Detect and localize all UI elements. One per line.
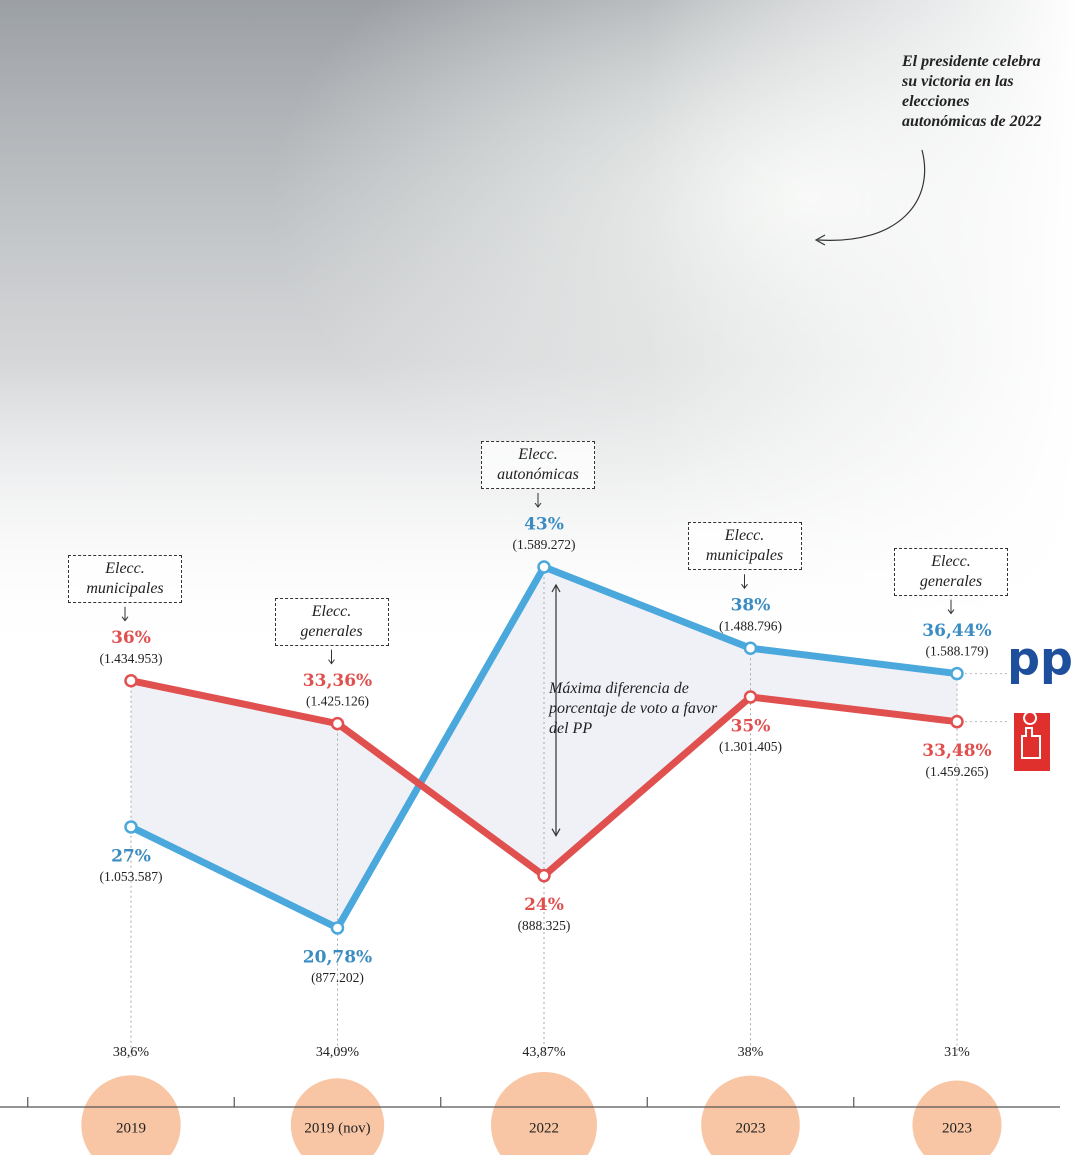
participation-circle xyxy=(912,1080,1001,1155)
value-label: 20,78% xyxy=(303,948,372,968)
photo-caption: El presidente celebra su victoria en las… xyxy=(902,52,1052,132)
election-label: Elecc. municipales xyxy=(68,555,182,603)
participation-label: 31% xyxy=(944,1045,970,1060)
data-point xyxy=(745,643,756,654)
vote-label: (1.588.179) xyxy=(926,644,989,659)
data-point xyxy=(539,562,550,573)
value-label: 36,44% xyxy=(922,621,991,641)
data-point xyxy=(952,716,963,727)
participation-label: 43,87% xyxy=(522,1045,566,1060)
participation-circle xyxy=(81,1075,180,1155)
election-label: Elecc. generales xyxy=(275,598,389,646)
value-label: 43% xyxy=(524,515,564,535)
vote-label: (1.425.126) xyxy=(306,694,369,709)
participation-circle xyxy=(701,1076,800,1155)
x-tick-label: 2019 (nov) xyxy=(304,1120,370,1136)
data-point xyxy=(126,821,137,832)
data-point xyxy=(952,668,963,679)
vote-label: (888.325) xyxy=(518,918,571,933)
vote-label: (1.301.405) xyxy=(719,739,782,754)
election-label: Elecc. municipales xyxy=(688,522,802,570)
vote-label: (877.202) xyxy=(311,970,364,985)
x-tick-label: 2023 xyxy=(942,1120,972,1136)
participation-label: 38,6% xyxy=(113,1045,150,1060)
data-point xyxy=(126,675,137,686)
participation-circle xyxy=(491,1072,597,1155)
election-label: Elecc. autonómicas xyxy=(481,441,595,489)
value-label: 24% xyxy=(524,895,564,915)
participation-circle xyxy=(291,1078,384,1155)
data-point xyxy=(332,718,343,729)
logos: pp xyxy=(1007,632,1073,772)
psoe-logo xyxy=(1014,713,1050,771)
vote-label: (1.488.796) xyxy=(719,618,782,633)
value-label: 35% xyxy=(731,716,771,736)
value-label: 27% xyxy=(111,846,151,866)
x-tick-label: 2023 xyxy=(736,1120,766,1136)
vote-label: (1.589.272) xyxy=(513,537,576,552)
vote-label: (1.434.953) xyxy=(100,651,163,666)
data-point xyxy=(539,870,550,881)
pp-logo: pp xyxy=(1007,632,1073,686)
infographic: pp 36% (1.434.953) 27% (1.053.587) 33,36% (1.… xyxy=(0,0,1078,1155)
data-point xyxy=(332,923,343,934)
election-label: Elecc. generales xyxy=(894,548,1008,596)
value-label: 36% xyxy=(111,628,151,648)
vote-label: (1.053.587) xyxy=(100,869,163,884)
value-label: 38% xyxy=(731,596,771,616)
x-tick-label: 2022 xyxy=(529,1120,559,1136)
max-difference-note: Máxima diferencia de porcentaje de voto … xyxy=(549,679,719,739)
value-label: 33,48% xyxy=(922,741,991,761)
participation-label: 34,09% xyxy=(316,1045,360,1060)
x-tick-label: 2019 xyxy=(116,1120,146,1136)
value-label: 33,36% xyxy=(303,671,372,691)
participation-label: 38% xyxy=(738,1045,764,1060)
vote-label: (1.459.265) xyxy=(926,764,989,779)
data-point xyxy=(745,691,756,702)
